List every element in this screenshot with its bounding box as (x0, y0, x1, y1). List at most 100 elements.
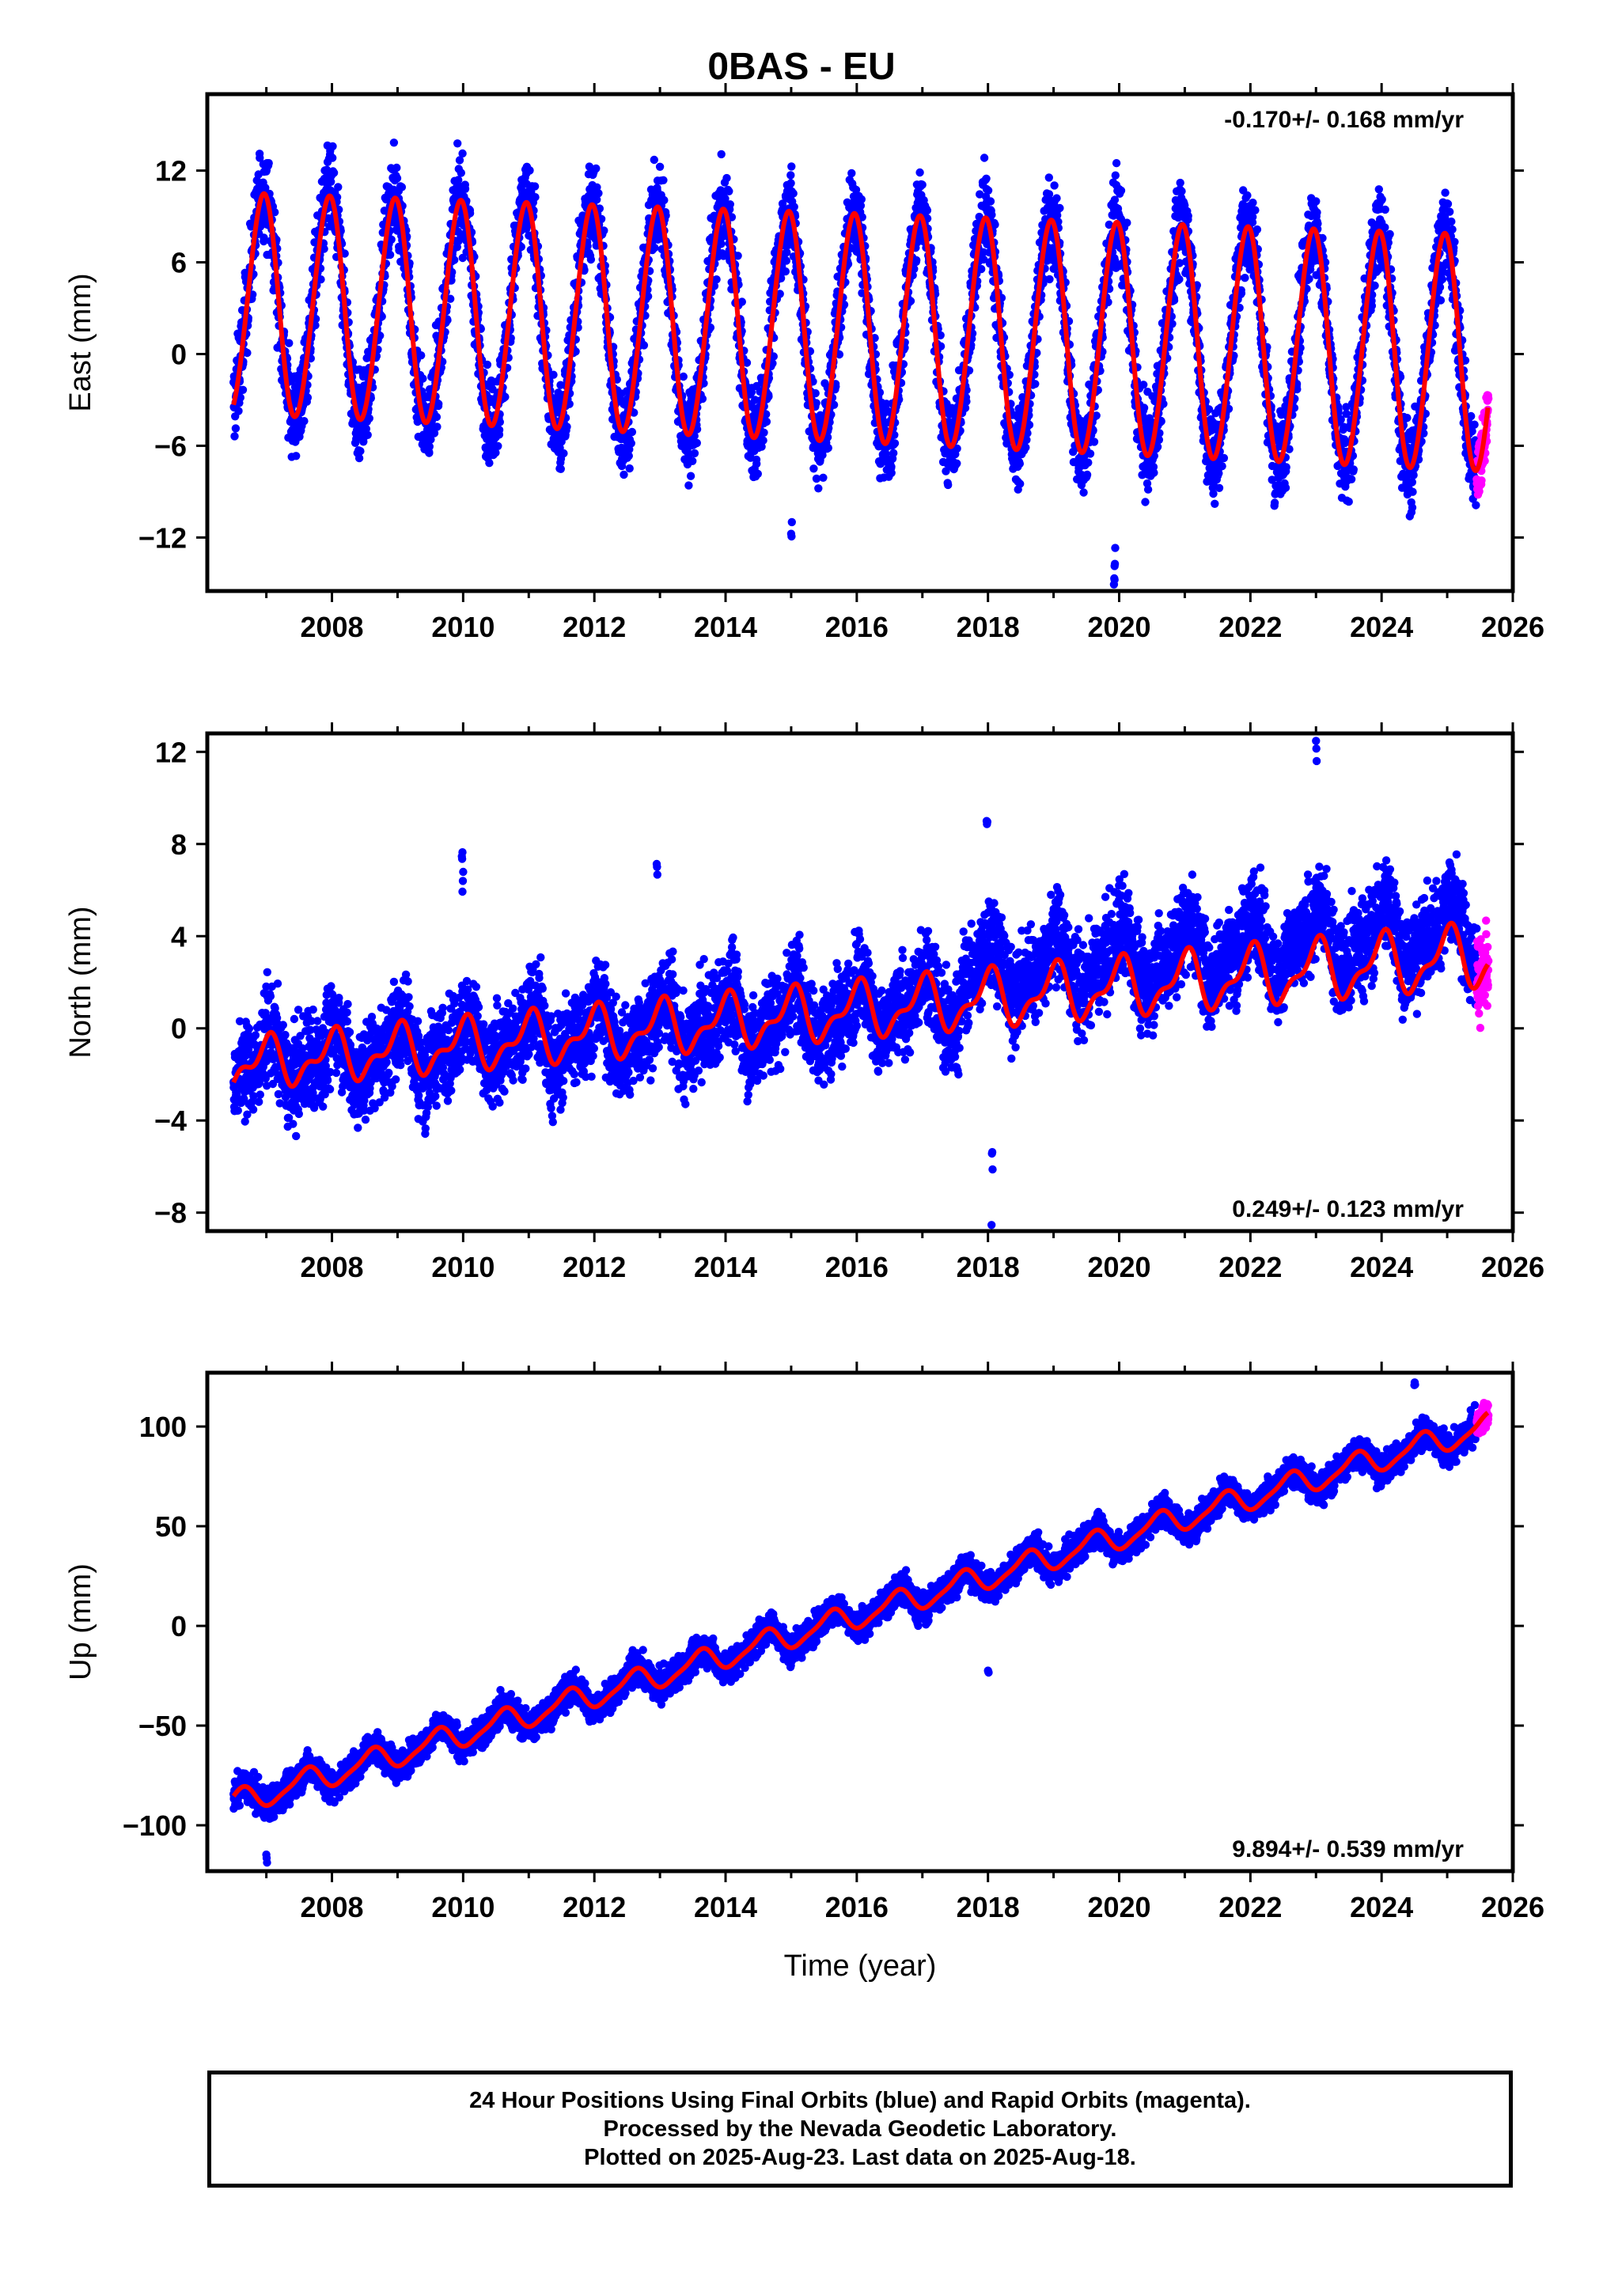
final-orbit-point (592, 164, 601, 173)
final-orbit-point (983, 186, 993, 195)
final-orbit-point (354, 453, 364, 463)
final-orbit-point (495, 426, 504, 434)
final-orbit-point (944, 480, 953, 490)
final-orbit-point (594, 189, 603, 198)
final-orbit-point (446, 294, 455, 303)
final-orbit-point (362, 424, 371, 434)
final-orbit-point (483, 360, 492, 369)
final-orbit-point (285, 339, 294, 347)
final-orbit-point (1123, 218, 1131, 227)
final-orbit-point (692, 438, 701, 448)
final-orbit-point (650, 155, 658, 165)
final-orbit-point (1031, 380, 1040, 388)
final-orbit-point (453, 139, 462, 148)
final-orbit-point (261, 184, 270, 192)
final-orbit-point (977, 264, 986, 274)
final-orbit-point (340, 249, 349, 258)
final-orbit-point (789, 189, 798, 198)
final-orbit-point (458, 253, 467, 263)
final-orbit-point (460, 184, 470, 193)
final-orbit-point (912, 256, 921, 265)
final-orbit-point (782, 256, 791, 265)
final-orbit-point (559, 449, 568, 458)
final-orbit-point (923, 206, 932, 215)
final-orbit-point (752, 460, 761, 468)
final-orbit-point (1176, 178, 1184, 188)
final-orbit-point (328, 153, 337, 162)
final-orbit-point (1184, 211, 1192, 221)
east-data-points (229, 138, 1493, 589)
final-orbit-point (684, 481, 693, 490)
final-orbit-point (1141, 498, 1150, 506)
final-orbit-point (425, 442, 434, 451)
final-orbit-point (759, 436, 767, 445)
final-orbit-point (627, 439, 635, 448)
final-orbit-point (434, 400, 443, 408)
final-orbit-point (1082, 470, 1092, 479)
final-orbit-point (953, 459, 961, 468)
final-orbit-point (847, 169, 856, 178)
final-orbit-point (814, 484, 823, 493)
final-orbit-point (889, 449, 898, 457)
final-orbit-point (494, 441, 502, 450)
final-orbit-point (688, 457, 697, 465)
final-orbit-point (790, 203, 798, 211)
final-orbit-point (762, 417, 771, 426)
final-orbit-point (450, 256, 459, 264)
final-orbit-point (586, 255, 596, 264)
final-orbit-point (458, 149, 467, 158)
final-orbit-point (457, 169, 465, 177)
final-orbit-point (433, 422, 441, 431)
x-axis-label: Time (year) (784, 1949, 937, 1983)
final-orbit-point (1143, 485, 1153, 494)
final-orbit-point (271, 208, 279, 217)
final-orbit-point (234, 407, 243, 415)
final-orbit-point (620, 470, 628, 479)
final-orbit-point (236, 393, 244, 402)
final-orbit-point (329, 169, 339, 177)
final-orbit-point (1090, 438, 1099, 446)
final-orbit-point (1111, 171, 1120, 180)
final-orbit-point (690, 449, 699, 458)
final-orbit-point (563, 422, 571, 431)
final-orbit-point (1139, 381, 1148, 389)
final-orbit-point (392, 163, 401, 172)
final-orbit-point (887, 468, 896, 477)
final-orbit-point (531, 193, 540, 202)
final-orbit-point (824, 444, 833, 453)
final-orbit-point (1116, 186, 1126, 195)
final-orbit-point (650, 244, 659, 252)
final-orbit-point (857, 195, 866, 204)
final-orbit-point (753, 469, 762, 479)
final-orbit-point (1177, 187, 1186, 195)
final-orbit-point (760, 428, 768, 437)
final-orbit-point (783, 248, 791, 257)
final-orbit-point (1112, 159, 1121, 168)
final-orbit-point (717, 150, 726, 159)
final-orbit-point (426, 435, 435, 444)
final-orbit-point (1015, 459, 1025, 468)
final-orbit-point (639, 341, 649, 350)
final-orbit-point (238, 385, 248, 394)
final-orbit-point (300, 417, 309, 426)
final-orbit-point (454, 176, 463, 184)
final-orbit-point (264, 159, 273, 168)
final-orbit-point (1045, 275, 1054, 284)
final-orbit-point (303, 393, 313, 402)
final-orbit-point (625, 464, 634, 473)
final-orbit-point (809, 464, 818, 473)
final-orbit-point (655, 162, 665, 171)
chart-title: 0BAS - EU (707, 46, 895, 88)
final-orbit-point (627, 427, 637, 437)
final-orbit-point (260, 233, 268, 242)
final-orbit-point (455, 156, 464, 165)
final-orbit-point (1052, 194, 1061, 203)
final-orbit-point (530, 182, 540, 191)
final-orbit-point (328, 142, 337, 151)
final-orbit-point (1079, 488, 1088, 497)
final-orbit-point (686, 472, 695, 480)
final-orbit-point (525, 166, 534, 175)
final-orbit-point (491, 449, 500, 457)
final-orbit-point (1044, 173, 1054, 182)
final-orbit-point (1055, 203, 1064, 213)
